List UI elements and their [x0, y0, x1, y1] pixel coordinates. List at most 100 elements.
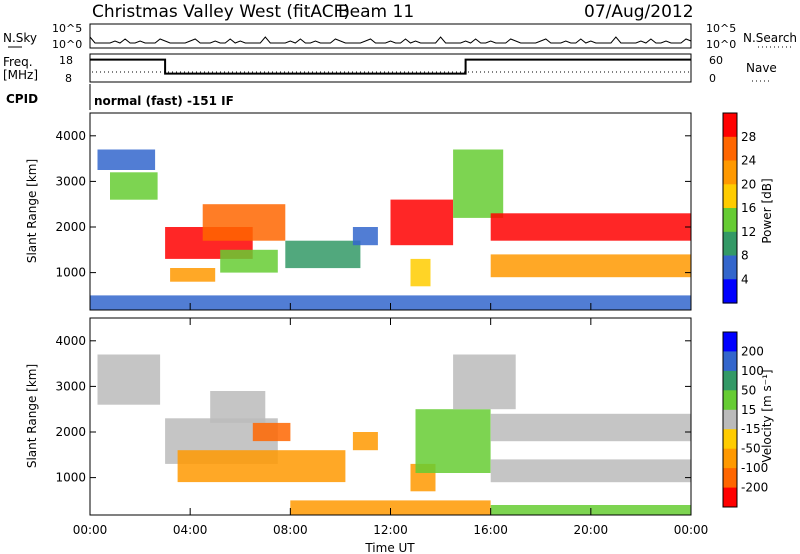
- velocity-ytick-label-1: 3000: [55, 379, 86, 393]
- freq-unit: [MHz]: [3, 68, 38, 82]
- velocity-colorbar-tick-3: 15: [741, 403, 756, 417]
- frequency-frame: [89, 53, 692, 83]
- velocity-ytick-label-2: 2000: [55, 425, 86, 439]
- power-panel: 4000 3000 2000 1000 Slant Range [km]: [25, 112, 692, 311]
- velocity-ylabel: Slant Range [km]: [25, 364, 39, 468]
- power-patch-12: [490, 254, 691, 278]
- power-colorbar-tick-1: 24: [741, 154, 756, 168]
- velocity-colorbar-tick-2: 50: [741, 383, 756, 397]
- velocity-colorbar-swatch-0: [723, 332, 737, 352]
- power-colorbar-swatch-6: [723, 255, 737, 280]
- velocity-colorbar-swatch-8: [723, 487, 737, 508]
- velocity-colorbar-tick-5: -50: [741, 442, 761, 456]
- power-patch-5: [285, 240, 361, 269]
- time-tick-label-3: 12:00: [373, 523, 408, 537]
- power-colorbar-swatch-1: [723, 136, 737, 162]
- velocity-data: [97, 354, 691, 515]
- power-colorbar-swatch-4: [723, 208, 737, 233]
- frequency-trace: [90, 58, 691, 75]
- power-ytick-label-3: 1000: [55, 266, 86, 280]
- power-data: [90, 149, 691, 310]
- power-patch-8: [390, 199, 454, 246]
- power-colorbar-tick-0: 28: [741, 130, 756, 144]
- velocity-patch-7: [415, 409, 491, 473]
- power-colorbar-frame: [722, 112, 738, 304]
- power-ytick-label-2: 2000: [55, 220, 86, 234]
- time-tick-label-1: 04:00: [173, 523, 208, 537]
- beam-title: Beam 11: [338, 2, 414, 22]
- power-colorbar-tick-2: 20: [741, 177, 756, 191]
- nave-tick-top: 60: [709, 54, 723, 67]
- velocity-panel: 4000 3000 2000 1000 Slant Range [km]: [25, 317, 692, 516]
- nave-tick-bottom: 0: [709, 72, 716, 85]
- velocity-colorbar-tick-6: -100: [741, 461, 768, 475]
- velocity-patch-3: [252, 422, 291, 442]
- freq-tick-top: 18: [59, 54, 73, 67]
- power-colorbar-tick-6: 4: [741, 272, 749, 286]
- velocity-patch-5: [352, 432, 378, 451]
- freq-label: Freq.: [3, 55, 33, 69]
- velocity-patch-2: [210, 391, 266, 423]
- velocity-ytick-label-0: 4000: [55, 334, 86, 348]
- power-colorbar-swatch-0: [723, 113, 737, 138]
- power-patch-1: [110, 172, 158, 200]
- power-colorbar-label: Power [dB]: [760, 178, 774, 243]
- velocity-patch-9: [490, 459, 691, 483]
- noise-tick-left-bottom: 10^0: [52, 38, 82, 51]
- power-ytick-label-0: 4000: [55, 129, 86, 143]
- power-patch-4: [220, 249, 278, 273]
- power-colorbar: 28 24 20 16 12 8 4: [722, 112, 756, 304]
- power-ytick-label-1: 3000: [55, 174, 86, 188]
- velocity-patch-11: [290, 500, 491, 515]
- velocity-colorbar-tick-0: 200: [741, 344, 764, 358]
- velocity-colorbar-tick-7: -200: [741, 481, 768, 495]
- station-title: Christmas Valley West (fitACF): [92, 2, 350, 22]
- noise-strip: N.Sky N.Search 10^5 10^0 10^5 10^0: [3, 22, 797, 51]
- power-patch-10: [453, 149, 504, 218]
- velocity-colorbar-label: Velocity [m s⁻¹]: [760, 369, 774, 462]
- power-patch-13: [90, 295, 691, 310]
- cpid-label: CPID: [6, 92, 38, 106]
- velocity-colorbar-swatch-5: [723, 429, 737, 450]
- velocity-patch-0: [97, 354, 161, 405]
- velocity-colorbar-tick-4: -15: [741, 422, 761, 436]
- power-colorbar-tick-5: 8: [741, 249, 749, 263]
- velocity-colorbar-swatch-6: [723, 448, 737, 469]
- power-colorbar-swatch-5: [723, 231, 737, 257]
- power-colorbar-tick-4: 12: [741, 225, 756, 239]
- power-ylabel: Slant Range [km]: [25, 159, 39, 263]
- power-colorbar-swatch-7: [723, 279, 737, 304]
- frequency-strip: Freq. [MHz] 18 8 60 0 Nave: [3, 53, 777, 85]
- velocity-patch-10: [453, 354, 516, 410]
- velocity-patch-8: [490, 413, 691, 442]
- power-patch-7: [352, 227, 378, 246]
- time-axis-label: Time UT: [364, 541, 415, 554]
- velocity-patch-4: [177, 450, 346, 483]
- cpid-text: normal (fast) -151 IF: [94, 94, 234, 108]
- velocity-colorbar-swatch-3: [723, 390, 737, 411]
- noise-tick-right-bottom: 10^0: [706, 38, 736, 51]
- velocity-colorbar: 200 100 50 15 -15 -50 -100 -200: [722, 331, 768, 508]
- time-tick-label-0: 00:00: [73, 523, 108, 537]
- time-tick-label-2: 08:00: [273, 523, 308, 537]
- velocity-colorbar-frame: [722, 331, 738, 508]
- velocity-colorbar-swatch-4: [723, 409, 737, 430]
- date-title: 07/Aug/2012: [584, 2, 694, 22]
- nsearch-label: N.Search: [743, 31, 797, 45]
- power-colorbar-swatch-3: [723, 184, 737, 209]
- power-patch-9: [410, 258, 431, 287]
- velocity-yticks: 4000 3000 2000 1000: [55, 334, 691, 485]
- noise-frame: [89, 23, 692, 49]
- noise-tick-right-top: 10^5: [706, 22, 736, 35]
- noise-trace: [89, 36, 692, 44]
- velocity-colorbar-swatch-2: [723, 370, 737, 391]
- freq-tick-bottom: 8: [65, 72, 72, 85]
- velocity-colorbar-swatch-1: [723, 351, 737, 372]
- power-colorbar-tick-3: 16: [741, 201, 756, 215]
- power-patch-3: [202, 204, 286, 241]
- power-patch-0: [97, 149, 156, 170]
- power-yticks: 4000 3000 2000 1000: [55, 129, 691, 280]
- velocity-colorbar-swatch-7: [723, 468, 737, 488]
- power-colorbar-swatch-2: [723, 160, 737, 185]
